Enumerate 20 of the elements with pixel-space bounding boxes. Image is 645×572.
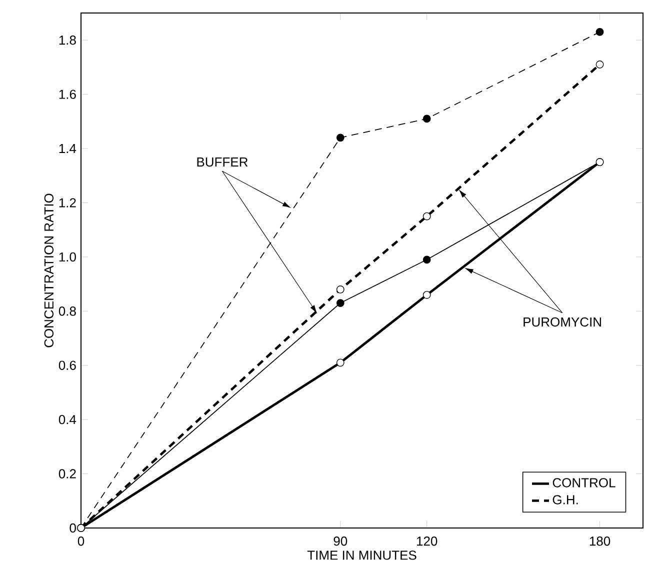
legend-label: CONTROL (552, 478, 616, 488)
annotation: BUFFER (197, 158, 248, 167)
annotation: PUROMYCIN (524, 317, 601, 327)
x-tick-label: 120 (416, 536, 438, 546)
y-axis-title: CONCENTRATION RATIO (44, 194, 54, 348)
y-tick-label: 0.8 (58, 306, 76, 316)
legend-label: G.H. (552, 495, 578, 504)
x-tick-label: 0 (78, 536, 84, 546)
x-tick-label: 180 (590, 536, 610, 546)
x-tick-label: 90 (334, 536, 348, 546)
y-tick-label: 0.6 (58, 360, 76, 370)
y-tick-label: 0.4 (58, 414, 76, 424)
y-tick-label: 1.4 (59, 144, 76, 153)
y-tick-label: 1.0 (59, 252, 76, 262)
y-tick-label: 1.8 (59, 36, 76, 45)
y-tick-label: 1.6 (59, 90, 76, 99)
x-axis-title: TIME IN MINUTES (307, 550, 416, 560)
y-tick-label: 0 (70, 523, 76, 533)
y-tick-label: 1.2 (59, 198, 76, 208)
y-tick-label: 0.2 (58, 469, 76, 478)
